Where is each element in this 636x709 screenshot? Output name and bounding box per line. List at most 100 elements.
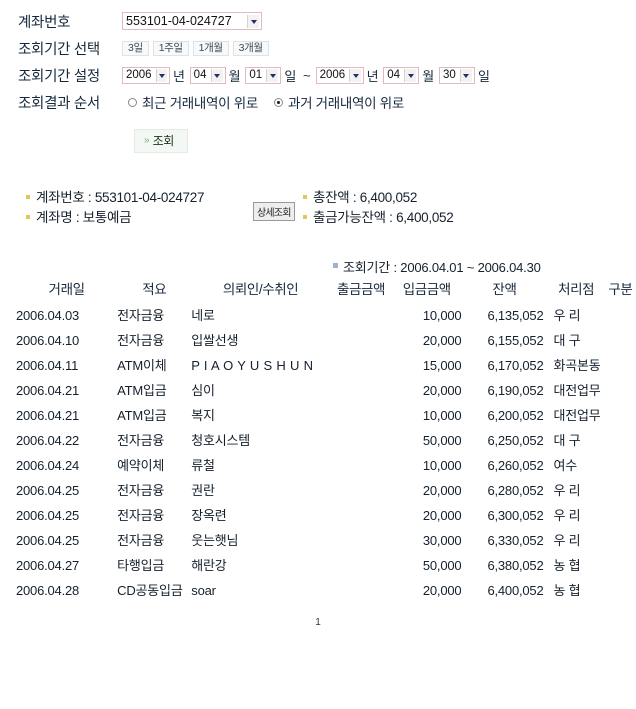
column-header-withdraw: 출금금액 xyxy=(336,282,386,297)
cell-kind: ATM이체 xyxy=(117,358,167,373)
summary-available-balance-label: 출금가능잔액 xyxy=(313,210,386,225)
cell-deposit: 20,000 xyxy=(422,333,462,348)
period-set-label: 조회기간 설정 xyxy=(18,68,100,85)
quick-period-1w[interactable]: 1주일 xyxy=(152,40,189,56)
cell-deposit: 15,000 xyxy=(422,358,462,373)
cell-withdraw xyxy=(330,578,392,603)
summary-total-balance-label: 총잔액 xyxy=(313,190,350,205)
cell-branch: 화곡본동 xyxy=(553,358,601,373)
summary-total-balance: 총잔액 : 6,400,052 xyxy=(303,189,453,206)
summary-account-number: 계좌번호 : 553101-04-024727 xyxy=(26,189,241,206)
cell-balance: 6,250,052 xyxy=(487,433,544,448)
form-row-order: 조회결과 순서 최근 거래내역이 위로 과거 거래내역이 위로 xyxy=(0,89,636,115)
unit-month: 월 xyxy=(422,68,434,84)
cell-date: 2006.04.25 xyxy=(16,533,80,548)
cell-balance: 6,330,052 xyxy=(487,533,544,548)
range-separator: ~ xyxy=(303,67,311,83)
radio-order-newest-first[interactable]: 최근 거래내역이 위로 xyxy=(128,92,258,112)
summary-available-balance: 출금가능잔액 : 6,400,052 xyxy=(303,209,454,226)
column-header-deposit: 입금금액 xyxy=(402,282,451,297)
cell-balance: 6,155,052 xyxy=(487,333,544,348)
table-row: 2006.04.28 CD공동입금 soar 20,000 6,400,052 농 협 xyxy=(0,578,636,603)
radio-label-newest: 최근 거래내역이 위로 xyxy=(142,96,258,111)
bullet-icon xyxy=(303,215,307,219)
cell-balance: 6,380,052 xyxy=(487,558,544,573)
period-select-label: 조회기간 선택 xyxy=(18,41,100,58)
cell-branch: 대 구 xyxy=(553,333,581,348)
cell-branch: 대 구 xyxy=(553,433,581,448)
cell-name: 복지 xyxy=(191,408,215,423)
unit-day: 일 xyxy=(284,68,297,84)
column-header-branch: 처리점 xyxy=(558,282,595,297)
chevron-down-icon xyxy=(247,14,259,28)
from-day-select[interactable]: 01 xyxy=(245,66,282,84)
table-row: 2006.04.25 전자금융 웃는햇님 30,000 6,330,052 우 리 xyxy=(0,528,636,553)
cell-kind: 타행입금 xyxy=(117,558,165,573)
column-header-balance: 잔액 xyxy=(492,282,517,297)
quick-period-3d[interactable]: 3일 xyxy=(122,40,149,56)
table-row: 2006.04.03 전자금융 네로 10,000 6,135,052 우 리 xyxy=(0,303,636,328)
cell-balance: 6,260,052 xyxy=(487,458,544,473)
summary-account-number-label: 계좌번호 xyxy=(36,190,85,205)
detail-query-button[interactable]: 상세조회 xyxy=(253,202,295,221)
cell-kind: 전자금융 xyxy=(117,333,165,348)
account-select[interactable]: 553101-04-024727 xyxy=(122,12,262,30)
cell-kind: 예약이체 xyxy=(117,458,165,473)
cell-name: 심이 xyxy=(191,383,215,398)
radio-icon xyxy=(128,97,137,107)
cell-deposit: 20,000 xyxy=(422,508,462,523)
summary-account-number-value: 553101-04-024727 xyxy=(94,190,205,205)
to-month-select[interactable]: 04 xyxy=(383,66,420,84)
cell-classification xyxy=(605,403,636,428)
cell-date: 2006.04.11 xyxy=(16,358,79,373)
bullet-icon xyxy=(26,195,30,199)
to-day-select[interactable]: 30 xyxy=(438,66,475,84)
search-form: 계좌번호 553101-04-024727 조회기간 선택 3일 1주일 1개월… xyxy=(0,0,636,153)
cell-deposit: 10,000 xyxy=(422,458,462,473)
form-row-date-range: 조회기간 설정 2006 년 04 월 01 일 ~ 2006 년 xyxy=(0,62,636,88)
cell-withdraw xyxy=(330,378,392,403)
to-year-select[interactable]: 2006 xyxy=(315,66,364,84)
quick-period-3m[interactable]: 3개월 xyxy=(232,40,269,56)
cell-balance: 6,190,052 xyxy=(487,383,544,398)
column-header-date: 거래일 xyxy=(48,282,85,297)
radio-order-oldest-first[interactable]: 과거 거래내역이 위로 xyxy=(273,92,404,112)
cell-kind: 전자금융 xyxy=(117,533,165,548)
order-label: 조회결과 순서 xyxy=(18,95,100,112)
from-year-select[interactable]: 2006 xyxy=(122,66,170,84)
cell-balance: 6,280,052 xyxy=(487,483,544,498)
cell-date: 2006.04.21 xyxy=(16,383,80,398)
table-row: 2006.04.10 전자금융 입쌀선생 20,000 6,155,052 대 구 xyxy=(0,328,636,353)
cell-classification xyxy=(605,528,636,553)
account-summary: 계좌번호 : 553101-04-024727 계좌명 : 보통예금 상세조회 … xyxy=(0,189,636,249)
column-header-classification: 구분 xyxy=(608,282,633,297)
cell-withdraw xyxy=(330,403,392,428)
cell-classification xyxy=(605,328,636,353)
quick-period-1m[interactable]: 1개월 xyxy=(192,40,229,56)
search-button[interactable]: » 조회 xyxy=(134,129,189,153)
summary-available-balance-value: 6,400,052 xyxy=(396,210,454,225)
search-button-label: 조회 xyxy=(152,134,175,148)
cell-name: 네로 xyxy=(191,308,215,323)
cell-branch: 대전업무 xyxy=(553,383,601,398)
cell-name: P I A O Y U S H U N xyxy=(191,358,313,373)
page-number: 1 xyxy=(315,617,321,628)
account-select-value: 553101-04-024727 xyxy=(126,13,232,28)
cell-branch: 우 리 xyxy=(553,508,581,523)
cell-name: 청호시스템 xyxy=(191,433,251,448)
cell-date: 2006.04.25 xyxy=(16,483,80,498)
cell-name: soar xyxy=(191,583,216,598)
unit-year: 년 xyxy=(366,68,379,84)
cell-name: 웃는햇님 xyxy=(191,533,239,548)
table-row: 2006.04.25 전자금융 장옥련 20,000 6,300,052 우 리 xyxy=(0,503,636,528)
summary-total-balance-value: 6,400,052 xyxy=(359,190,418,205)
account-label: 계좌번호 xyxy=(18,14,71,31)
from-month-select[interactable]: 04 xyxy=(189,66,226,84)
unit-month: 월 xyxy=(228,68,241,84)
cell-kind: 전자금융 xyxy=(117,483,165,498)
chevron-down-icon xyxy=(349,68,361,82)
cell-classification xyxy=(605,303,636,328)
summary-account-name: 계좌명 : 보통예금 xyxy=(26,209,241,226)
cell-branch: 농 협 xyxy=(553,558,581,573)
cell-withdraw xyxy=(330,478,392,503)
